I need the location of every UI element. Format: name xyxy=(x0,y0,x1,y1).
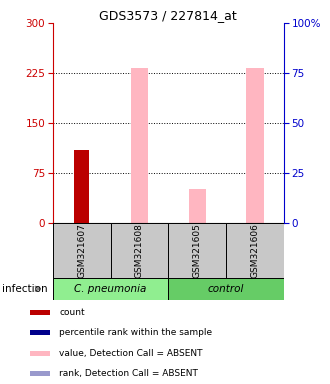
Text: value, Detection Call = ABSENT: value, Detection Call = ABSENT xyxy=(59,349,203,358)
Text: control: control xyxy=(208,284,244,294)
Bar xyxy=(188,189,206,223)
Bar xyxy=(30,351,50,356)
Text: percentile rank within the sample: percentile rank within the sample xyxy=(59,328,213,337)
Bar xyxy=(111,223,168,278)
Text: C. pneumonia: C. pneumonia xyxy=(74,284,147,294)
Text: count: count xyxy=(59,308,85,317)
Bar xyxy=(53,278,168,300)
Text: GSM321608: GSM321608 xyxy=(135,223,144,278)
Text: rank, Detection Call = ABSENT: rank, Detection Call = ABSENT xyxy=(59,369,198,378)
Text: GSM321606: GSM321606 xyxy=(250,223,259,278)
Bar xyxy=(246,68,264,223)
Text: infection: infection xyxy=(2,284,47,294)
Bar xyxy=(53,223,111,278)
Text: GSM321607: GSM321607 xyxy=(77,223,86,278)
Bar xyxy=(131,68,148,223)
Bar xyxy=(74,149,89,223)
Bar xyxy=(30,371,50,376)
Bar xyxy=(30,310,50,315)
Bar xyxy=(168,278,284,300)
Bar xyxy=(168,223,226,278)
Bar xyxy=(30,330,50,335)
Text: GSM321605: GSM321605 xyxy=(193,223,202,278)
Title: GDS3573 / 227814_at: GDS3573 / 227814_at xyxy=(99,9,237,22)
Bar xyxy=(226,223,284,278)
